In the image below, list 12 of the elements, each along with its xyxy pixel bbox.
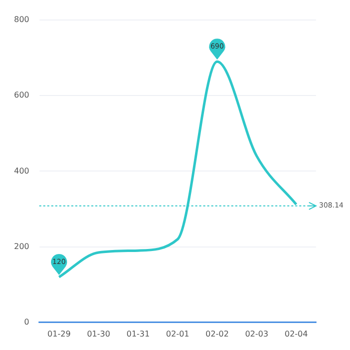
- y-tick-label: 800: [14, 15, 30, 24]
- x-tick-label: 02-01: [166, 329, 190, 338]
- y-tick-label: 400: [14, 166, 30, 176]
- x-tick-label: 02-04: [284, 329, 308, 338]
- y-tick-label: 0: [24, 317, 30, 326]
- x-tick-label: 01-29: [47, 329, 71, 338]
- y-tick-label: 600: [14, 90, 30, 100]
- x-tick-label: 02-03: [245, 329, 268, 338]
- x-tick-label: 01-30: [86, 329, 110, 338]
- x-tick-label: 02-02: [206, 329, 229, 338]
- y-tick-label: 200: [14, 242, 30, 251]
- x-tick-label: 01-31: [126, 329, 150, 338]
